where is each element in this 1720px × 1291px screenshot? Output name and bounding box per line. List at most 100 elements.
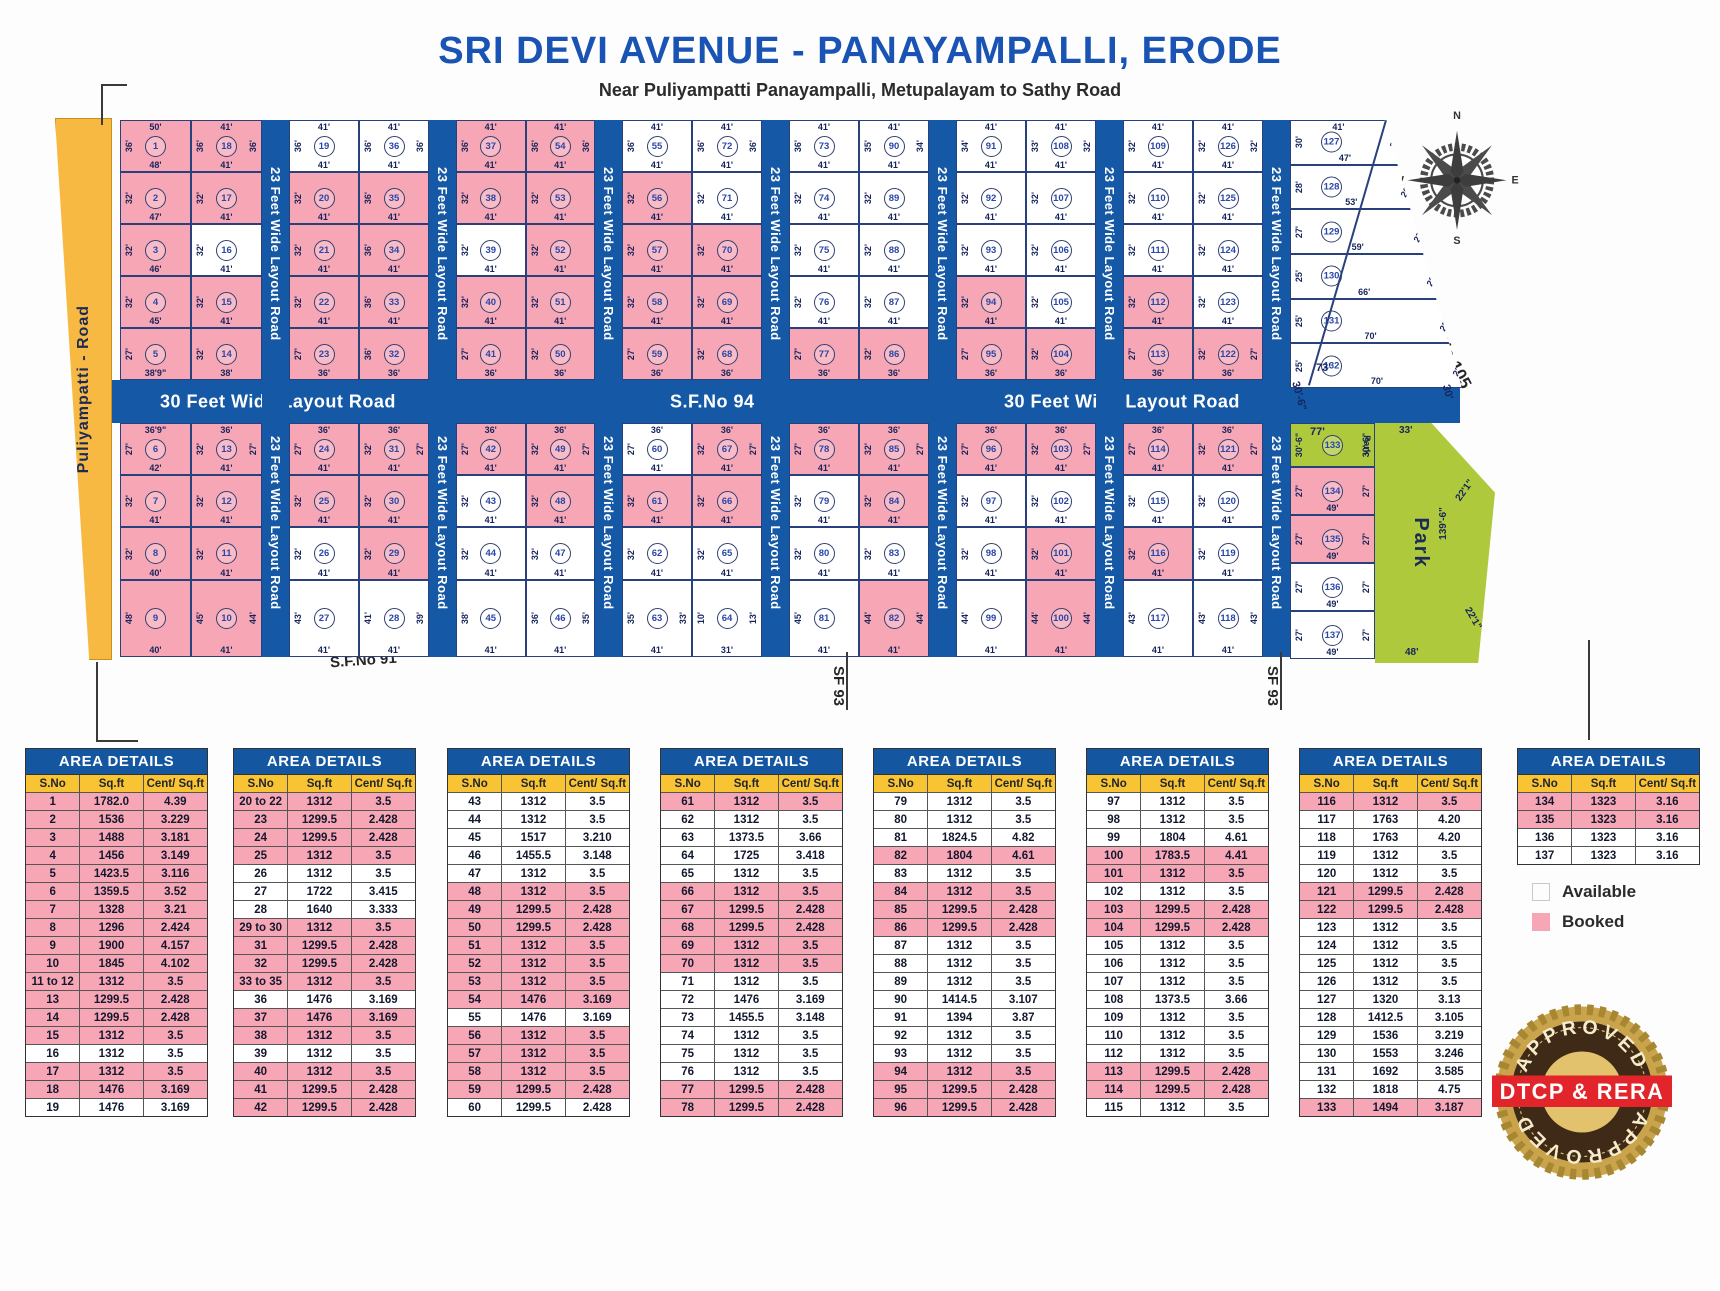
plot-sqft: 1312 — [1141, 811, 1205, 828]
table-row-plot-72: 72 1476 3.169 — [661, 991, 842, 1009]
plot-cent: 2.428 — [1221, 903, 1251, 916]
plot-sqft: 1517 — [502, 829, 566, 846]
road-23ft-label-wrap: 23 Feet Wide Layout Road — [929, 120, 956, 389]
plot-131: 131 25' 70' 25'6" — [1290, 298, 1462, 344]
plot-cent: 3.5 — [1015, 1029, 1032, 1042]
plot-cent: 2.428 — [368, 1083, 398, 1096]
plot-106: 106 32' 41' — [1026, 224, 1096, 276]
plot-125: 125 32' 41' — [1193, 172, 1263, 224]
park-plot-label: Park — [1362, 435, 1372, 455]
plot-dimension: 36' — [626, 139, 636, 153]
plot-dimension: 41' — [984, 316, 998, 326]
plot-sno: 2 — [26, 811, 81, 828]
plot-column: 24 27' 41' 36' 25 32' 41' 26 32' 41' 27 43' 41' — [289, 423, 359, 657]
plot-dimension: 41' — [484, 463, 497, 474]
table-title: AREA DETAILS — [26, 749, 207, 775]
plot-dimension: 45' — [793, 612, 803, 625]
plot-137: 137 27' 49' 27' — [1290, 611, 1375, 659]
table-row-plot-50: 50 1299.5 2.428 — [448, 919, 629, 937]
plot-cent: 2.428 — [582, 903, 612, 916]
plot-dimension: 41' — [220, 264, 233, 274]
road-23ft-label-wrap: 23 Feet Wide Layout Road — [1096, 389, 1123, 658]
plot-sno: 64 — [661, 847, 716, 864]
plot-dimension: 41' — [484, 264, 497, 274]
table-row-plot-15: 15 1312 3.5 — [26, 1027, 207, 1045]
plot-dimension: 41' — [363, 612, 373, 625]
table-row-plot-122: 122 1299.5 2.428 — [1300, 901, 1481, 919]
plot-sqft: 1312 — [288, 919, 352, 936]
plot-dimension: 41' — [220, 122, 233, 132]
plot-cent: 3.5 — [802, 975, 819, 988]
table-header-cell: Cent/ Sq.ft — [1420, 777, 1479, 790]
plot-dimension: 41' — [650, 567, 664, 578]
plot-dimension: 36' — [1054, 368, 1068, 378]
road-23ft-6: 23 Feet Wide Layout Road 23 Feet Wide Lay… — [1096, 120, 1123, 657]
plot-number: 17 — [216, 187, 237, 209]
plot-dimension: 41' — [554, 463, 567, 474]
table-row-plot-25: 25 1312 3.5 — [234, 847, 415, 865]
plot-dimension: 40' — [149, 644, 162, 655]
plot-dimension: 32' — [863, 547, 873, 560]
table-row-plot-118: 118 1763 4.20 — [1300, 829, 1481, 847]
plot-cent: 3.5 — [1228, 1011, 1245, 1024]
plot-117: 117 43' 41' — [1123, 579, 1193, 657]
plot-dimension: 32' — [960, 295, 970, 309]
plot-number: 71 — [716, 187, 738, 209]
plot-sno: 53 — [448, 973, 503, 990]
table-header-cell: Cent/ Sq.ft — [354, 777, 413, 790]
plot-cent: 3.210 — [582, 831, 612, 844]
road-23ft-label-wrap: 23 Feet Wide Layout Road — [595, 389, 622, 658]
plot-dimension: 32' — [195, 547, 205, 560]
plot-sno: 136 — [1518, 829, 1573, 846]
plot-cent: 3.5 — [802, 813, 819, 826]
plot-sno: 134 — [1518, 793, 1573, 810]
plot-cent: 3.16 — [1656, 795, 1679, 808]
plot-number: 31 — [383, 438, 405, 460]
plot-dimension: 44' — [1082, 612, 1092, 625]
plot-sno: 104 — [1087, 919, 1142, 936]
plot-66: 66 32' 41' — [692, 475, 762, 528]
table-header-row: S.No Sq.ft Cent/ Sq.ft — [26, 775, 207, 793]
plot-dimension: 33' — [678, 612, 688, 625]
plot-number: 77 — [813, 343, 835, 365]
plot-17: 17 32' 41' — [191, 172, 262, 224]
plot-sqft: 1722 — [288, 883, 352, 900]
plot-dimension: 36' — [984, 425, 998, 435]
area-details-table-8: AREA DETAILS S.No Sq.ft Cent/ Sq.ft 134 1323 3… — [1517, 748, 1700, 865]
table-title: AREA DETAILS — [234, 749, 415, 775]
plot-cent: 3.5 — [1015, 867, 1032, 880]
plot-dimension: 32' — [1197, 443, 1207, 456]
plot-dimension: 27' — [581, 443, 591, 456]
plot-53: 53 32' 41' — [525, 172, 595, 224]
plot-cent: 3.5 — [375, 1047, 392, 1060]
plot-dimension: 36' — [387, 368, 401, 378]
plot-dimension: 38' — [460, 612, 470, 625]
plot-121: 121 32' 41' 36' 27' — [1193, 423, 1263, 476]
boundary-line — [1588, 640, 1590, 740]
plot-dimension: 32' — [195, 347, 205, 361]
plot-sqft: 1296 — [80, 919, 144, 936]
plot-dimension: 36' — [1054, 425, 1068, 435]
plot-sqft: 1299.5 — [1354, 883, 1418, 900]
plot-48: 48 32' 41' — [525, 475, 595, 528]
table-header-row: S.No Sq.ft Cent/ Sq.ft — [448, 775, 629, 793]
plot-sqft: 1312 — [502, 1027, 566, 1044]
available-swatch-icon — [1532, 883, 1550, 901]
plot-sno: 42 — [234, 1099, 289, 1116]
plot-sno: 100 — [1087, 847, 1142, 864]
plot-sno: 60 — [448, 1099, 503, 1116]
plot-dimension: 36' — [293, 139, 303, 153]
boundary-line — [101, 84, 103, 125]
area-details-table-4: AREA DETAILS S.No Sq.ft Cent/ Sq.ft 61 1312 3.… — [660, 748, 843, 1117]
road-23ft-label: 23 Feet Wide Layout Road — [601, 167, 616, 342]
plot-number: 45 — [480, 607, 502, 629]
plot-111: 111 32' 41' — [1123, 224, 1193, 276]
plot-32: 32 36' 36' — [359, 328, 429, 380]
table-row-plot-55: 55 1476 3.169 — [448, 1009, 629, 1027]
plot-cent: 3.16 — [1656, 831, 1679, 844]
plot-94: 94 32' 41' — [956, 276, 1026, 328]
plot-42: 42 27' 41' 36' — [456, 423, 526, 476]
plot-sqft: 1725 — [715, 847, 779, 864]
table-row-plot-48: 48 1312 3.5 — [448, 883, 629, 901]
plot-sqft: 1312 — [928, 937, 992, 954]
